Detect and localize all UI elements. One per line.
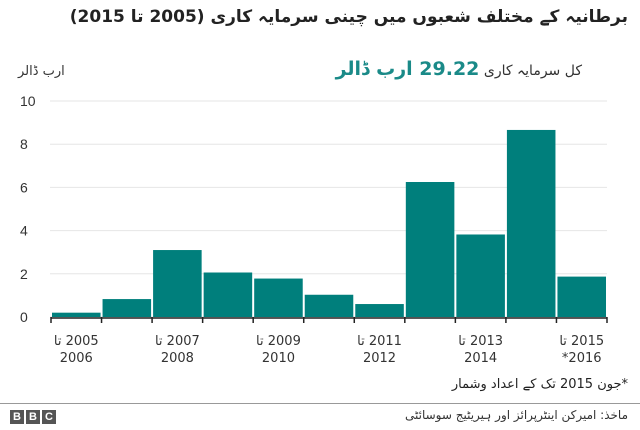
bar <box>102 299 152 317</box>
x-tick-label: 2013 تا <box>458 334 503 349</box>
x-tick-label: *2016 <box>562 351 602 366</box>
bar <box>405 182 455 317</box>
y-tick-label: 10 <box>20 93 36 109</box>
y-tick-label: 2 <box>20 266 28 282</box>
x-tick-label: 2014 <box>464 351 497 366</box>
bar <box>254 278 303 317</box>
total-investment: کل سرمایہ کاری 29.22 ارب ڈالر <box>336 58 582 80</box>
total-value: 29.22 ارب ڈالر <box>335 58 480 80</box>
x-tick-label: 2015 تا <box>559 334 604 349</box>
bar <box>506 129 556 317</box>
bar <box>557 276 606 317</box>
total-label: کل سرمایہ کاری <box>483 63 582 79</box>
x-tick-label: 2008 <box>161 351 194 366</box>
x-tick-label: 2007 تا <box>155 334 200 349</box>
bar <box>203 272 253 317</box>
bar <box>52 312 101 317</box>
x-tick-label: 2005 تا <box>54 334 99 349</box>
y-tick-label: 4 <box>20 223 28 239</box>
x-tick-label: 2011 تا <box>357 334 402 349</box>
x-tick-label: 2012 <box>363 351 396 366</box>
x-tick-label: 2009 تا <box>256 334 301 349</box>
bar <box>153 250 202 317</box>
bar <box>456 234 505 317</box>
y-tick-label: 6 <box>20 179 28 195</box>
y-tick-label: 0 <box>20 309 28 325</box>
divider <box>0 403 640 404</box>
x-tick-label: 2006 <box>60 351 93 366</box>
y-axis-label: ارب ڈالر <box>18 64 65 79</box>
source-note: ماخذ: امیرکن اینٹرپرائز اور ہیریٹیج سوسا… <box>404 408 628 422</box>
chart-title: برطانیہ کے مختلف شعبوں میں چینی سرمایہ ک… <box>69 7 628 27</box>
bar <box>355 304 404 317</box>
footnote: *جون 2015 تک کے اعداد وشمار <box>451 377 628 392</box>
x-tick-label: 2010 <box>262 351 295 366</box>
bar-chart: 0 2 4 6 8 10 2005 تا 2006 2007 تا 2008 2009 تا 2010… <box>20 93 608 366</box>
y-tick-label: 8 <box>20 136 28 152</box>
bar <box>304 294 354 317</box>
